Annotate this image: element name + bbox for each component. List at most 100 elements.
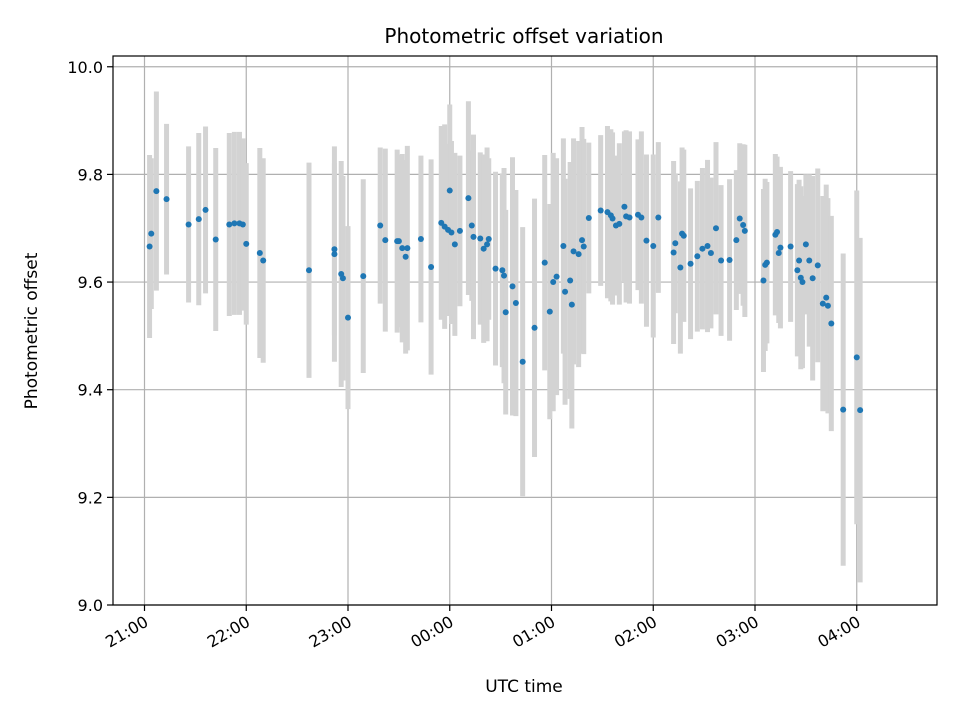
data-point [146, 243, 153, 250]
data-point [417, 236, 424, 242]
data-point [726, 256, 733, 263]
data-point [448, 229, 455, 236]
data-point [477, 235, 484, 242]
data-point [148, 230, 155, 237]
data-point [305, 267, 312, 274]
y-axis-ticks: 9.0 9.2 9.4 9.6 9.8 10.0 [67, 58, 113, 615]
data-point [712, 225, 719, 232]
data-point [256, 249, 263, 256]
data-point [796, 257, 803, 264]
data-point [579, 237, 586, 244]
data-point [687, 260, 694, 267]
data-point [331, 251, 338, 258]
data-point [824, 302, 831, 309]
data-point [531, 324, 538, 331]
data-point [699, 245, 706, 252]
data-point [799, 279, 806, 286]
data-point [575, 251, 582, 258]
data-point [774, 229, 781, 236]
data-point [733, 237, 740, 244]
data-point [480, 245, 487, 252]
data-point [626, 214, 633, 221]
data-point [212, 236, 219, 243]
y-axis-label: Photometric offset [22, 252, 42, 409]
data-point [857, 407, 864, 414]
data-point [451, 241, 458, 248]
data-point [456, 227, 463, 234]
data-point [643, 237, 650, 244]
data-point [501, 272, 508, 279]
data-point [331, 246, 338, 253]
data-point [806, 257, 813, 264]
data-point [585, 215, 592, 222]
data-point [377, 222, 384, 229]
data-point [840, 406, 847, 413]
data-point [718, 257, 725, 264]
data-point [446, 187, 453, 194]
data-point [638, 214, 645, 221]
data-point [550, 279, 557, 286]
x-axis-label: UTC time [485, 677, 563, 697]
data-point [580, 243, 587, 250]
data-points [146, 187, 864, 414]
data-point [650, 242, 657, 249]
x-tick-label: 00:00 [407, 612, 456, 652]
data-point [404, 245, 411, 252]
y-tick-label: 9.2 [78, 488, 103, 507]
data-point [484, 241, 491, 248]
data-point [360, 273, 367, 280]
data-point [616, 220, 623, 227]
data-point [670, 249, 677, 256]
plot-frame [112, 55, 938, 606]
data-point [468, 222, 475, 229]
data-point [568, 301, 575, 308]
data-point [492, 265, 499, 272]
data-point [185, 221, 192, 228]
x-tick-label: 03:00 [713, 612, 762, 652]
data-point [853, 354, 860, 361]
data-point [485, 236, 492, 242]
data-point [694, 253, 701, 260]
data-point [775, 249, 782, 256]
data-point [736, 215, 743, 222]
data-point [677, 264, 684, 271]
data-point [621, 203, 628, 210]
data-point [760, 277, 767, 284]
data-point [382, 237, 389, 244]
data-point [163, 196, 170, 203]
data-point [512, 300, 519, 307]
data-point [567, 277, 574, 284]
data-point [553, 273, 560, 280]
data-point [509, 283, 516, 290]
data-point [339, 275, 346, 282]
data-point [570, 248, 577, 255]
x-tick-label: 22:00 [204, 612, 253, 652]
data-point [399, 245, 406, 252]
data-point [609, 215, 616, 222]
data-point [597, 207, 604, 214]
data-point [499, 267, 506, 274]
data-point [763, 259, 770, 266]
data-point [402, 253, 409, 260]
data-point [465, 195, 472, 202]
data-point [828, 320, 835, 327]
data-point [680, 232, 687, 239]
error-bars [147, 91, 863, 583]
data-point [541, 259, 548, 266]
data-point [546, 308, 553, 315]
y-tick-label: 10.0 [67, 58, 103, 77]
y-tick-label: 9.8 [78, 165, 103, 184]
data-point [243, 240, 250, 247]
data-point [519, 358, 526, 365]
data-point [802, 241, 809, 248]
data-point [819, 300, 826, 307]
data-point [741, 227, 748, 234]
x-tick-label: 04:00 [814, 612, 863, 652]
data-point [195, 216, 202, 223]
data-point [787, 243, 794, 250]
data-point [777, 244, 784, 251]
data-point [502, 309, 509, 316]
data-point [560, 242, 567, 249]
data-point [202, 206, 209, 213]
